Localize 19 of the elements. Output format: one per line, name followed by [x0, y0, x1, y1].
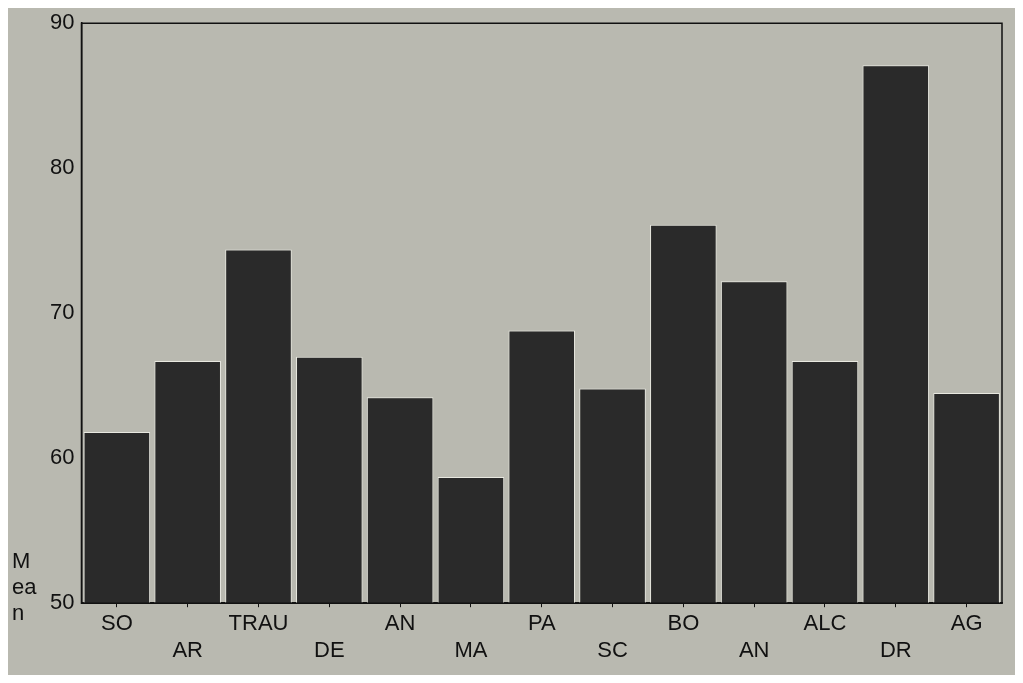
x-tick-label: ALC [803, 610, 847, 636]
x-tick-label: AR [172, 636, 203, 662]
x-tick-label: MA [454, 636, 488, 662]
y-tick-label: 70 [49, 299, 75, 325]
y-tick-label: 80 [49, 154, 75, 180]
x-tick-label: AN [738, 636, 770, 662]
y-axis-title: Mean [12, 548, 38, 626]
x-tick-label: TRAU [228, 610, 289, 636]
y-tick-label: 90 [49, 9, 75, 35]
x-tick-label: DE [314, 636, 345, 662]
x-tick-label: SC [597, 636, 628, 662]
y-tick-label: 60 [49, 444, 75, 470]
y-tick-label: 50 [49, 589, 75, 615]
x-tick-label: AN [384, 610, 416, 636]
x-tick-label: PA [527, 610, 556, 636]
x-tick-label: BO [667, 610, 700, 636]
x-tick-label: AG [950, 610, 983, 636]
x-tick-label: SO [100, 610, 133, 636]
x-tick-label: DR [879, 636, 912, 662]
